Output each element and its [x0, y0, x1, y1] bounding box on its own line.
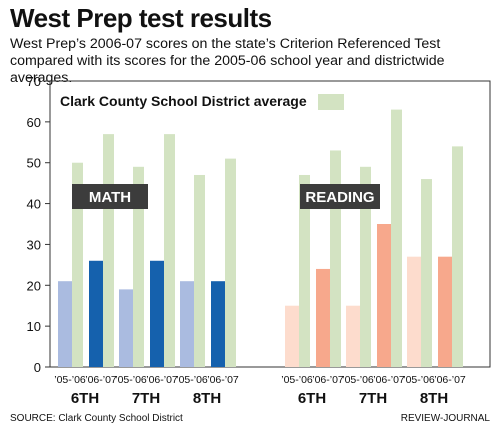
- school-score-bar: [377, 224, 391, 367]
- y-tick-label: 40: [27, 197, 41, 212]
- panel-label-box: [300, 184, 380, 209]
- district-average-bar: [164, 134, 175, 367]
- school-score-bar: [407, 256, 421, 367]
- year-label: ’05-’06: [403, 374, 435, 386]
- legend-label: Clark County School District average: [60, 93, 307, 109]
- district-average-bar: [330, 150, 341, 367]
- grade-label: 6TH: [71, 390, 99, 407]
- school-score-bar: [58, 281, 72, 367]
- school-score-bar: [438, 256, 452, 367]
- year-label: ’06-’07: [434, 374, 466, 386]
- year-label: ’06-’07: [146, 374, 178, 386]
- chart-title: West Prep test results: [10, 3, 272, 33]
- y-tick-label: 20: [27, 278, 41, 293]
- school-score-bar: [89, 260, 103, 367]
- year-label: ’06-’07: [373, 374, 405, 386]
- district-average-bar: [452, 146, 463, 367]
- year-label: ’06-’07: [207, 374, 239, 386]
- plot-frame: [49, 80, 491, 368]
- panel-label: READING: [305, 189, 374, 206]
- school-score-bar: [316, 268, 330, 367]
- year-label: ’05-’06: [54, 374, 86, 386]
- grade-label: 6TH: [298, 390, 326, 407]
- district-average-bar: [360, 166, 371, 367]
- year-label: ’06-’07: [312, 374, 344, 386]
- credit-note: REVIEW-JOURNAL: [400, 413, 490, 424]
- panel-label: MATH: [89, 189, 131, 206]
- school-score-bar: [180, 281, 194, 367]
- source-note: SOURCE: Clark County School District: [10, 413, 183, 424]
- school-score-bar: [285, 305, 299, 367]
- district-average-bar: [421, 179, 432, 367]
- y-tick-label: 30: [27, 237, 41, 252]
- school-score-bar: [150, 260, 164, 367]
- y-tick-label: 70: [27, 74, 41, 89]
- district-average-bar: [133, 166, 144, 367]
- grade-label: 8TH: [420, 390, 448, 407]
- y-tick-label: 60: [27, 115, 41, 130]
- grade-label: 7TH: [359, 390, 387, 407]
- year-label: ’05-’06: [281, 374, 313, 386]
- district-average-bar: [299, 174, 310, 367]
- year-label: ’05-’06: [176, 374, 208, 386]
- school-score-bar: [211, 281, 225, 367]
- legend-swatch: [318, 94, 344, 110]
- district-average-bar: [72, 162, 83, 367]
- district-average-bar: [103, 134, 114, 367]
- district-average-bar: [225, 158, 236, 367]
- chart-subtitle: West Prep’s 2006-07 scores on the state’…: [10, 36, 445, 86]
- year-label: ’05-’06: [342, 374, 374, 386]
- year-label: ’05-’06: [115, 374, 147, 386]
- grade-label: 7TH: [132, 390, 160, 407]
- y-tick-label: 0: [34, 360, 41, 375]
- school-score-bar: [119, 289, 133, 367]
- y-tick-label: 50: [27, 156, 41, 171]
- district-average-bar: [194, 174, 205, 367]
- district-average-bar: [391, 109, 402, 367]
- year-label: ’06-’07: [85, 374, 117, 386]
- panel-label-box: [72, 184, 148, 209]
- school-score-bar: [346, 305, 360, 367]
- y-tick-label: 10: [27, 319, 41, 334]
- grade-label: 8TH: [193, 390, 221, 407]
